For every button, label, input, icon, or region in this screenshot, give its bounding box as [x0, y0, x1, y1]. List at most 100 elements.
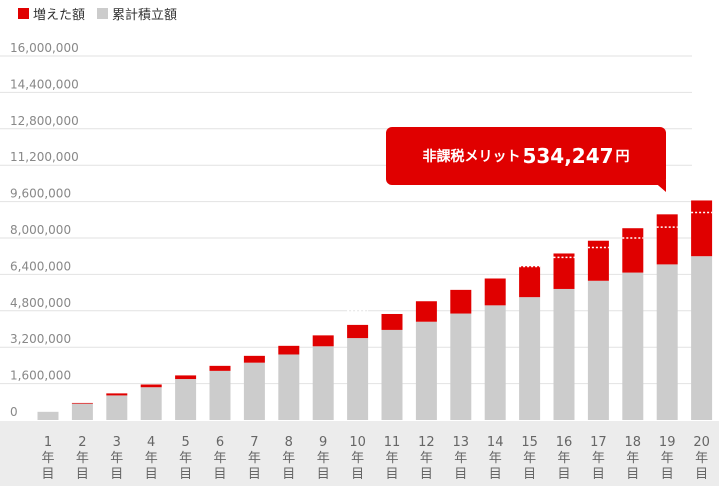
- x-tick-label: 年: [420, 451, 433, 466]
- x-tick-label: 年: [351, 451, 364, 466]
- x-tick-label: 10: [349, 435, 366, 450]
- callout-unit: 円: [615, 149, 630, 165]
- x-tick-label: 目: [626, 467, 639, 482]
- bar-increase: [312, 335, 334, 347]
- y-axis-ticks: 0 1,600,000 3,200,000 4,800,000 6,400,000 8,0…: [10, 41, 79, 419]
- legend: 増えた額 累計積立額: [18, 4, 177, 23]
- x-tick-label: 年: [626, 451, 639, 466]
- bar-increase: [656, 214, 678, 265]
- x-tick-label: 年: [317, 451, 330, 466]
- bar-increase: [71, 402, 93, 404]
- x-tick-label: 年: [661, 451, 674, 466]
- x-tick-label: 目: [145, 467, 158, 482]
- x-tick-label: 目: [351, 467, 364, 482]
- bar-increase: [347, 324, 369, 339]
- bar-principal: [106, 395, 128, 420]
- bar-principal: [278, 354, 300, 420]
- bar-increase: [519, 266, 541, 298]
- x-tick-label: 年: [557, 451, 570, 466]
- x-axis-ticks: 1年目2年目3年目4年目5年目6年目7年目8年目9年目10年目11年目12年目1…: [41, 435, 709, 482]
- bar-principal: [691, 256, 713, 420]
- bar-principal: [450, 313, 472, 420]
- y-tick-label: 9,600,000: [10, 187, 71, 201]
- legend-item-increase: 増えた額: [18, 4, 85, 23]
- bar-increase: [140, 384, 162, 388]
- x-tick-label: 年: [110, 451, 123, 466]
- bar-principal: [553, 288, 575, 420]
- x-tick-label: 目: [489, 467, 502, 482]
- bar-increase: [622, 228, 644, 273]
- x-tick-label: 目: [76, 467, 89, 482]
- bar-increase: [106, 393, 128, 396]
- bar-increase: [415, 301, 437, 322]
- x-tick-label: 目: [317, 467, 330, 482]
- x-tick-label: 年: [385, 451, 398, 466]
- x-tick-label: 目: [454, 467, 467, 482]
- bar-principal: [209, 370, 231, 420]
- x-tick-label: 17: [590, 435, 607, 450]
- legend-swatch-increase: [18, 8, 29, 19]
- x-axis-band: [0, 421, 719, 486]
- x-tick-label: 20: [693, 435, 710, 450]
- x-tick-label: 目: [282, 467, 295, 482]
- x-tick-label: 14: [487, 435, 504, 450]
- bar-increase: [278, 345, 300, 355]
- x-tick-label: 年: [76, 451, 89, 466]
- bar-principal: [175, 379, 197, 420]
- bar-increase: [243, 355, 265, 363]
- x-tick-label: 目: [557, 467, 570, 482]
- bar-principal: [484, 305, 506, 420]
- y-tick-label: 14,400,000: [10, 77, 79, 91]
- bar-increase: [381, 313, 403, 330]
- x-tick-label: 目: [695, 467, 708, 482]
- x-tick-label: 5: [181, 435, 189, 450]
- x-tick-label: 15: [521, 435, 538, 450]
- bar-principal: [381, 329, 403, 420]
- x-tick-label: 年: [179, 451, 192, 466]
- x-tick-label: 年: [695, 451, 708, 466]
- callout-label: 非課税メリット: [422, 149, 521, 165]
- x-tick-label: 目: [523, 467, 536, 482]
- x-tick-label: 13: [453, 435, 470, 450]
- y-tick-label: 3,200,000: [10, 332, 71, 346]
- legend-item-principal: 累計積立額: [97, 4, 177, 23]
- y-tick-label: 12,800,000: [10, 114, 79, 128]
- x-tick-label: 年: [282, 451, 295, 466]
- y-tick-label: 16,000,000: [10, 41, 79, 55]
- x-tick-label: 年: [523, 451, 536, 466]
- callout-tail: [652, 180, 666, 192]
- x-tick-label: 7: [250, 435, 258, 450]
- x-tick-label: 目: [179, 467, 192, 482]
- x-tick-label: 3: [113, 435, 121, 450]
- bar-principal: [519, 297, 541, 420]
- dotted-lines: [347, 211, 713, 312]
- bar-increase: [553, 253, 575, 289]
- y-tick-label: 8,000,000: [10, 223, 71, 237]
- bar-principal: [243, 362, 265, 420]
- bar-principal: [415, 321, 437, 420]
- x-tick-label: 2: [78, 435, 86, 450]
- bar-principal: [656, 264, 678, 420]
- legend-swatch-principal: [97, 8, 109, 19]
- x-tick-label: 年: [145, 451, 158, 466]
- x-tick-label: 8: [285, 435, 293, 450]
- x-tick-label: 19: [659, 435, 676, 450]
- x-tick-label: 年: [592, 451, 605, 466]
- x-tick-label: 目: [385, 467, 398, 482]
- bar-increase: [450, 289, 472, 314]
- bar-principal: [622, 272, 644, 420]
- x-tick-label: 年: [213, 451, 226, 466]
- bar-principal: [37, 411, 59, 420]
- x-tick-label: 目: [110, 467, 123, 482]
- x-tick-label: 目: [248, 467, 261, 482]
- y-tick-label: 0: [10, 405, 18, 419]
- bar-increase: [691, 200, 713, 257]
- x-tick-label: 年: [41, 451, 54, 466]
- legend-label-principal: 累計積立額: [112, 8, 178, 23]
- bar-increase: [209, 365, 231, 371]
- bars: [37, 200, 713, 420]
- bar-increase: [587, 240, 609, 281]
- y-tick-label: 4,800,000: [10, 296, 71, 310]
- y-tick-label: 6,400,000: [10, 259, 71, 273]
